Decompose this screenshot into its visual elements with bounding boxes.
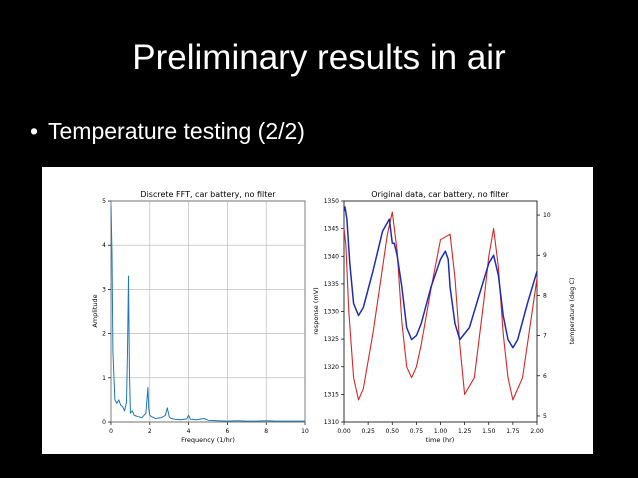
original-title: Original data, car battery, no filter — [371, 190, 509, 199]
orig-y2tick-label: 9 — [543, 252, 547, 259]
orig-xtick-label: 0.50 — [386, 428, 400, 435]
fft-xtick-label: 8 — [264, 428, 268, 435]
orig-xtick-label: 1.75 — [506, 428, 520, 435]
original-plot-frame — [343, 200, 538, 423]
orig-xtick-label: 1.00 — [434, 428, 448, 435]
fft-xlabel: Frequency (1/hr) — [181, 436, 235, 444]
orig-ytick-label: 1325 — [324, 336, 339, 343]
orig-xtick-label: 0.00 — [337, 428, 351, 435]
fft-xtick-label: 2 — [148, 428, 152, 435]
orig-xtick-label: 0.75 — [410, 428, 424, 435]
original-data-panel: Original data, car battery, no filter ti… — [312, 190, 576, 444]
orig-y2tick-label: 5 — [543, 413, 547, 420]
orig-ytick-label: 1350 — [324, 198, 339, 205]
fft-ytick-label: 3 — [102, 286, 106, 293]
fft-xtick-label: 6 — [225, 428, 229, 435]
orig-ytick-label: 1340 — [324, 253, 339, 260]
orig-ytick-label: 1310 — [324, 419, 339, 426]
orig-ytick-label: 1335 — [324, 281, 339, 288]
fft-ytick-label: 1 — [102, 375, 106, 382]
orig-y2tick-label: 8 — [543, 292, 547, 299]
orig-xtick-label: 1.50 — [482, 428, 496, 435]
bullet-item: • Temperature testing (2/2) — [30, 118, 305, 145]
orig-ytick-label: 1320 — [324, 364, 339, 371]
slide-title: Preliminary results in air — [132, 38, 506, 77]
fft-ytick-label: 0 — [102, 419, 106, 426]
original-xlabel: time (hr) — [426, 436, 455, 444]
fft-xtick-label: 0 — [109, 428, 113, 435]
orig-y2tick-label: 7 — [543, 333, 547, 340]
orig-ytick-label: 1330 — [324, 309, 339, 316]
figure: Discrete FFT, car battery, no filter Fre… — [42, 167, 593, 454]
fft-ylabel: Amplitude — [91, 294, 99, 327]
orig-y2tick-label: 10 — [543, 212, 551, 219]
fft-xtick-label: 4 — [187, 428, 191, 435]
figure-svg: Discrete FFT, car battery, no filter Fre… — [91, 190, 576, 444]
fft-xtick-label: 10 — [301, 428, 309, 435]
original-y2label: temperature (deg C) — [568, 278, 576, 345]
orig-xtick-label: 2.00 — [530, 428, 544, 435]
fft-plot-frame — [110, 200, 306, 423]
orig-y2tick-label: 6 — [543, 373, 547, 380]
fft-ytick-label: 5 — [102, 198, 106, 205]
orig-ytick-label: 1315 — [324, 391, 339, 398]
fft-series-line — [110, 205, 305, 422]
fft-ytick-label: 4 — [102, 242, 106, 249]
orig-xtick-label: 1.25 — [458, 428, 472, 435]
original-ylabel: response (mV) — [312, 287, 320, 334]
orig-xtick-label: 0.25 — [361, 428, 375, 435]
bullet-text: Temperature testing (2/2) — [48, 118, 305, 144]
fft-ytick-label: 2 — [102, 331, 106, 338]
fft-title: Discrete FFT, car battery, no filter — [140, 190, 276, 199]
fft-panel: Discrete FFT, car battery, no filter Fre… — [91, 190, 309, 444]
orig-ytick-label: 1345 — [324, 226, 339, 233]
temperature-series-line — [343, 206, 538, 349]
bullet-marker: • — [30, 118, 39, 144]
